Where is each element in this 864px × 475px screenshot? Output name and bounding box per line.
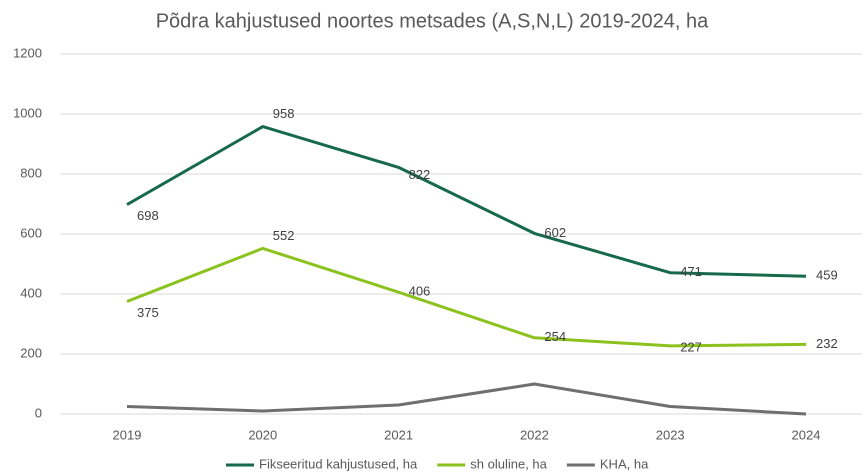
x-tick-label: 2021 bbox=[384, 427, 413, 442]
y-tick-label: 1000 bbox=[13, 105, 42, 120]
y-tick-label: 200 bbox=[20, 345, 42, 360]
data-label: 375 bbox=[137, 305, 159, 320]
data-label: 602 bbox=[544, 225, 566, 240]
legend-label: KHA, ha bbox=[600, 456, 649, 471]
data-label: 958 bbox=[273, 106, 295, 121]
x-tick-label: 2022 bbox=[520, 427, 549, 442]
y-tick-label: 0 bbox=[35, 405, 42, 420]
data-label: 552 bbox=[273, 228, 295, 243]
x-tick-label: 2020 bbox=[248, 427, 277, 442]
data-label: 698 bbox=[137, 208, 159, 223]
legend-label: Fikseeritud kahjustused, ha bbox=[259, 456, 418, 471]
data-label: 406 bbox=[409, 284, 431, 299]
y-tick-label: 600 bbox=[20, 225, 42, 240]
y-tick-label: 1200 bbox=[13, 45, 42, 60]
data-label: 459 bbox=[816, 268, 838, 283]
x-tick-label: 2024 bbox=[792, 427, 821, 442]
legend-label: sh oluline, ha bbox=[470, 456, 547, 471]
line-series bbox=[126, 125, 807, 278]
data-label: 471 bbox=[680, 264, 702, 279]
data-label: 822 bbox=[409, 167, 431, 182]
data-label: 232 bbox=[816, 336, 838, 351]
line-series bbox=[126, 246, 807, 348]
chart-title: Põdra kahjustused noortes metsades (A,S,… bbox=[156, 10, 709, 32]
data-label: 254 bbox=[544, 329, 566, 344]
line-series bbox=[126, 382, 807, 416]
y-tick-label: 800 bbox=[20, 165, 42, 180]
y-tick-label: 400 bbox=[20, 285, 42, 300]
data-label: 227 bbox=[680, 339, 702, 354]
x-tick-label: 2019 bbox=[113, 427, 142, 442]
x-tick-label: 2023 bbox=[656, 427, 685, 442]
